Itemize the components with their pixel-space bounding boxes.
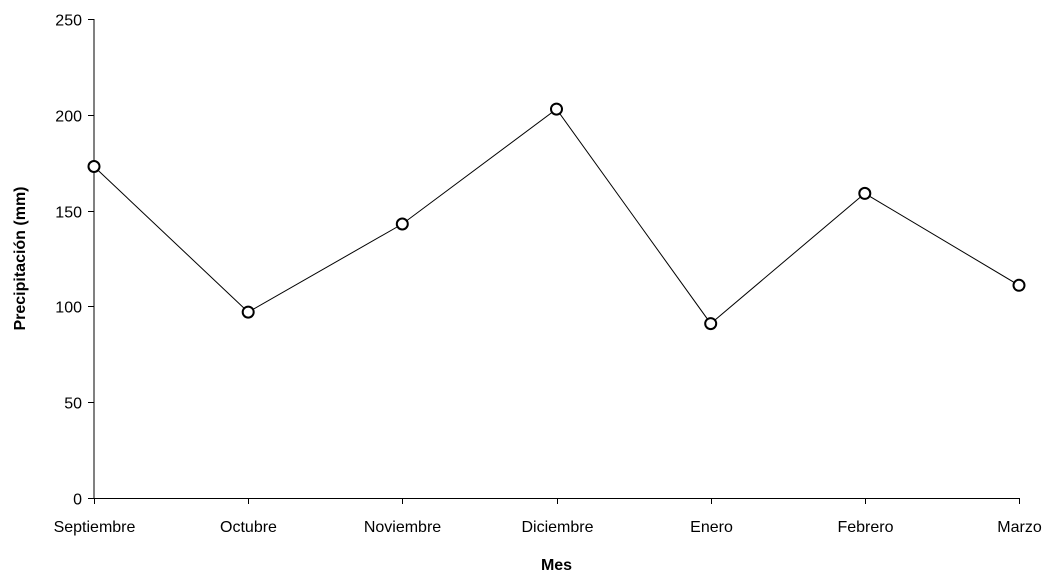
y-axis: 0 50 100 150 200 250	[55, 13, 95, 509]
x-tick-label: Enero	[690, 519, 733, 536]
x-tick-label: Febrero	[837, 519, 893, 536]
x-axis: Septiembre Octubre Noviembre Diciembre Enero…	[54, 498, 1042, 536]
x-tick-label: Octubre	[220, 519, 277, 536]
x-tick-label: Noviembre	[364, 519, 441, 536]
data-point	[241, 305, 255, 319]
series-line	[93, 108, 1020, 325]
x-tick-label: Diciembre	[521, 519, 593, 536]
y-tick-label: 100	[55, 300, 82, 317]
x-tick-label: Marzo	[997, 519, 1042, 536]
data-point	[395, 217, 409, 231]
y-tick-label: 50	[64, 396, 82, 413]
y-tick-label: 200	[55, 109, 82, 126]
data-point	[550, 102, 563, 116]
data-point	[87, 160, 101, 173]
x-axis-title: Mes	[541, 557, 572, 574]
data-point	[858, 186, 872, 200]
y-axis-title: Precipitación (mm)	[12, 186, 29, 330]
x-tick-label: Septiembre	[54, 519, 136, 536]
data-point	[1012, 278, 1026, 292]
y-tick-label: 150	[55, 205, 82, 222]
data-point	[704, 317, 718, 331]
series	[87, 102, 1026, 331]
y-tick-label: 0	[73, 492, 82, 509]
y-tick-label: 250	[55, 13, 82, 30]
